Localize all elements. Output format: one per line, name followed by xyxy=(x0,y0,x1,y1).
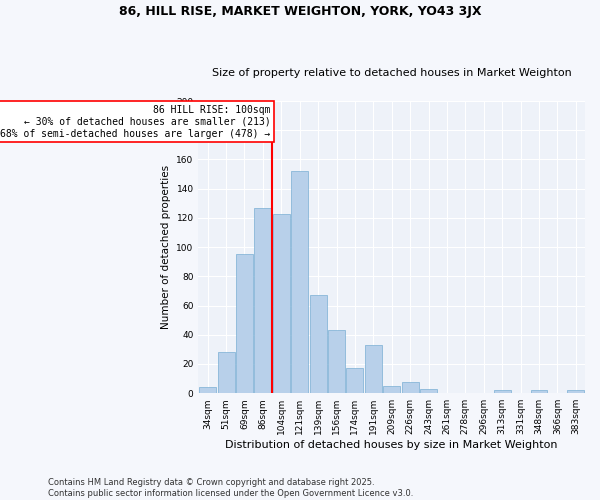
Title: Size of property relative to detached houses in Market Weighton: Size of property relative to detached ho… xyxy=(212,68,572,78)
Bar xyxy=(254,208,271,393)
Bar xyxy=(310,296,326,393)
Text: Contains HM Land Registry data © Crown copyright and database right 2025.
Contai: Contains HM Land Registry data © Crown c… xyxy=(48,478,413,498)
Bar xyxy=(383,386,400,393)
Bar xyxy=(568,390,584,393)
Bar xyxy=(346,368,364,393)
Bar xyxy=(218,352,235,393)
Bar xyxy=(365,345,382,393)
Bar xyxy=(236,254,253,393)
Bar xyxy=(401,382,419,393)
Bar xyxy=(273,214,290,393)
Bar xyxy=(420,389,437,393)
Y-axis label: Number of detached properties: Number of detached properties xyxy=(161,165,171,329)
Bar xyxy=(328,330,345,393)
Bar xyxy=(494,390,511,393)
Bar xyxy=(199,388,216,393)
Text: 86 HILL RISE: 100sqm
← 30% of detached houses are smaller (213)
68% of semi-deta: 86 HILL RISE: 100sqm ← 30% of detached h… xyxy=(1,106,271,138)
Bar xyxy=(291,171,308,393)
Bar xyxy=(530,390,547,393)
Text: 86, HILL RISE, MARKET WEIGHTON, YORK, YO43 3JX: 86, HILL RISE, MARKET WEIGHTON, YORK, YO… xyxy=(119,5,481,18)
X-axis label: Distribution of detached houses by size in Market Weighton: Distribution of detached houses by size … xyxy=(226,440,558,450)
